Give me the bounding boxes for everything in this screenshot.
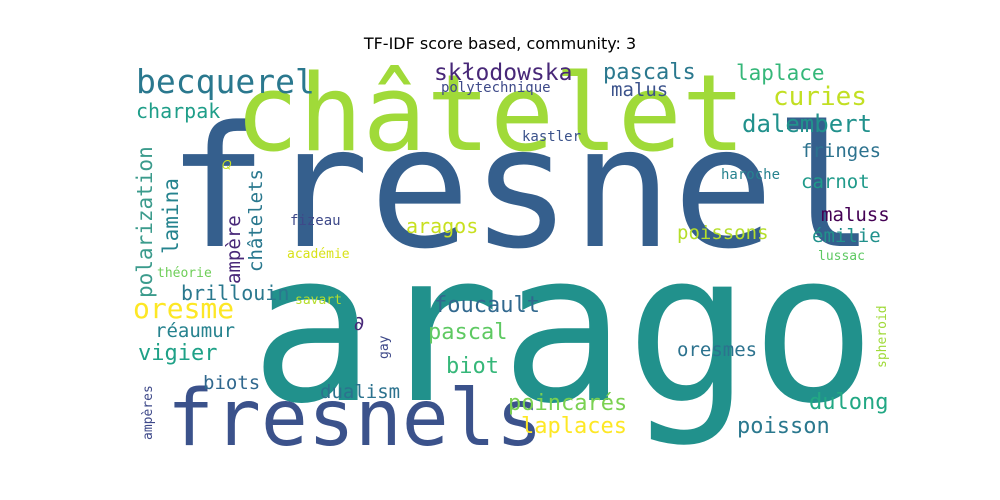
chart-title: TF-IDF score based, community: 3 — [363, 34, 637, 53]
word-partial-symbol: ∂ — [353, 311, 366, 335]
word-laplaces: laplaces — [521, 414, 627, 439]
word-fresnel: fresnel — [167, 90, 876, 286]
word-aragos: aragos — [406, 214, 479, 238]
word-academie: académie — [287, 247, 350, 262]
word-maluss: maluss — [821, 204, 890, 226]
word-spheroid: spheroid — [875, 305, 890, 368]
word-brillouin: brillouin — [181, 281, 290, 305]
word-poissons: poissons — [677, 222, 769, 244]
word-ampere: ampère — [223, 215, 245, 284]
word-pascal: pascal — [428, 320, 508, 345]
word-sklodowska: skłodowska — [434, 60, 573, 86]
word-curies: curies — [773, 82, 867, 112]
word-poisson: poisson — [737, 414, 830, 439]
word-vigier: vigier — [138, 341, 218, 366]
word-becquerel: becquerel — [136, 62, 315, 101]
word-oresme: oresme — [133, 292, 235, 325]
word-chatelets: châtelets — [245, 169, 267, 272]
word-fringes: fringes — [801, 140, 882, 162]
word-malus: malus — [611, 79, 669, 101]
word-theorie: théorie — [157, 266, 212, 281]
word-dualism: dualism — [320, 381, 401, 403]
word-charpak: charpak — [136, 99, 221, 123]
word-polytechnique: polytechnique — [441, 80, 551, 96]
word-amperes: ampères — [141, 385, 156, 440]
word-savart: savart — [295, 293, 342, 308]
word-polarization: polarization — [133, 146, 157, 298]
word-dulong: dulong — [809, 390, 889, 415]
word-pascals: pascals — [603, 60, 696, 85]
word-kastler: kastler — [522, 129, 582, 145]
word-laplace: laplace — [736, 61, 825, 85]
word-chatelet: châtelet — [235, 52, 746, 175]
word-emilie: émilie — [812, 225, 881, 247]
word-biots: biots — [203, 372, 261, 394]
word-reaumur: réaumur — [155, 320, 236, 342]
word-oresmes: oresmes — [677, 339, 758, 361]
word-foucault: foucault — [434, 293, 540, 318]
word-q-symbol: 𝑄 — [222, 158, 232, 172]
word-cloud: arago fresnel châtelet fresnels becquere… — [125, 52, 890, 459]
word-fresnels: fresnels — [167, 374, 543, 464]
word-fizeau: fizeau — [290, 213, 341, 229]
word-arago: arago — [250, 208, 877, 450]
word-carnot: carnot — [801, 171, 870, 193]
word-dalembert: dalembert — [742, 110, 873, 138]
word-lussac: lussac — [818, 249, 865, 264]
word-lamina: lamina — [159, 178, 183, 254]
word-haroche: haroche — [721, 167, 781, 183]
word-gay: gay — [377, 335, 392, 359]
word-biot: biot — [446, 354, 499, 379]
word-poincares: poincarés — [508, 391, 628, 416]
